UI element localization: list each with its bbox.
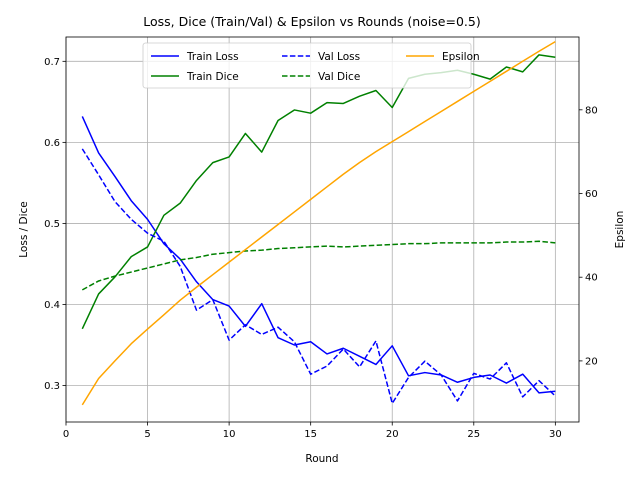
x-axis-label: Round [305,453,338,465]
legend: Train Loss Train Dice Val Loss Val Dice Epsi… [142,42,480,89]
y2-tick-label: 60 [585,189,598,200]
y2-tick-label: 40 [585,273,598,284]
y2-tick-label: 20 [585,356,598,367]
y-tick-label: 0.5 [44,219,60,230]
y-axis-left: 0.3 0.4 0.5 0.6 0.7 [44,57,66,392]
series-line-val-dice [81,240,556,291]
x-tick-label: 15 [304,429,317,440]
chart-title: Loss, Dice (Train/Val) & Epsilon vs Roun… [143,14,480,29]
y-tick-label: 0.3 [44,381,60,392]
x-tick-label: 20 [386,429,399,440]
x-tick-label: 5 [144,429,150,440]
series-line-epsilon [81,40,556,406]
x-tick-label: 0 [63,429,69,440]
legend-label: Val Loss [318,51,360,63]
y-axis-right: 20 40 60 80 [579,105,598,367]
series-line-val-loss [81,148,556,405]
series-line-dice [81,54,556,330]
legend-box [142,42,472,89]
x-tick-label: 10 [223,429,236,440]
legend-label: Val Dice [318,71,360,83]
y-tick-label: 0.7 [44,57,60,68]
legend-label: Train Loss [186,51,239,63]
x-axis: 0 5 10 15 20 25 30 [63,422,562,440]
y2-tick-label: 80 [585,105,598,116]
y-tick-label: 0.6 [44,138,60,149]
legend-label: Train Dice [186,71,239,83]
grid [65,37,579,422]
y-axis-label: Loss / Dice [18,201,30,257]
y2-axis-label: Epsilon [614,211,626,249]
x-tick-label: 25 [467,429,480,440]
legend-label: Epsilon [442,51,480,63]
y-tick-label: 0.4 [44,300,60,311]
plot-frame [65,36,580,423]
plot-lines [81,40,556,406]
series-line-train-loss [81,116,556,394]
x-tick-label: 30 [549,429,562,440]
